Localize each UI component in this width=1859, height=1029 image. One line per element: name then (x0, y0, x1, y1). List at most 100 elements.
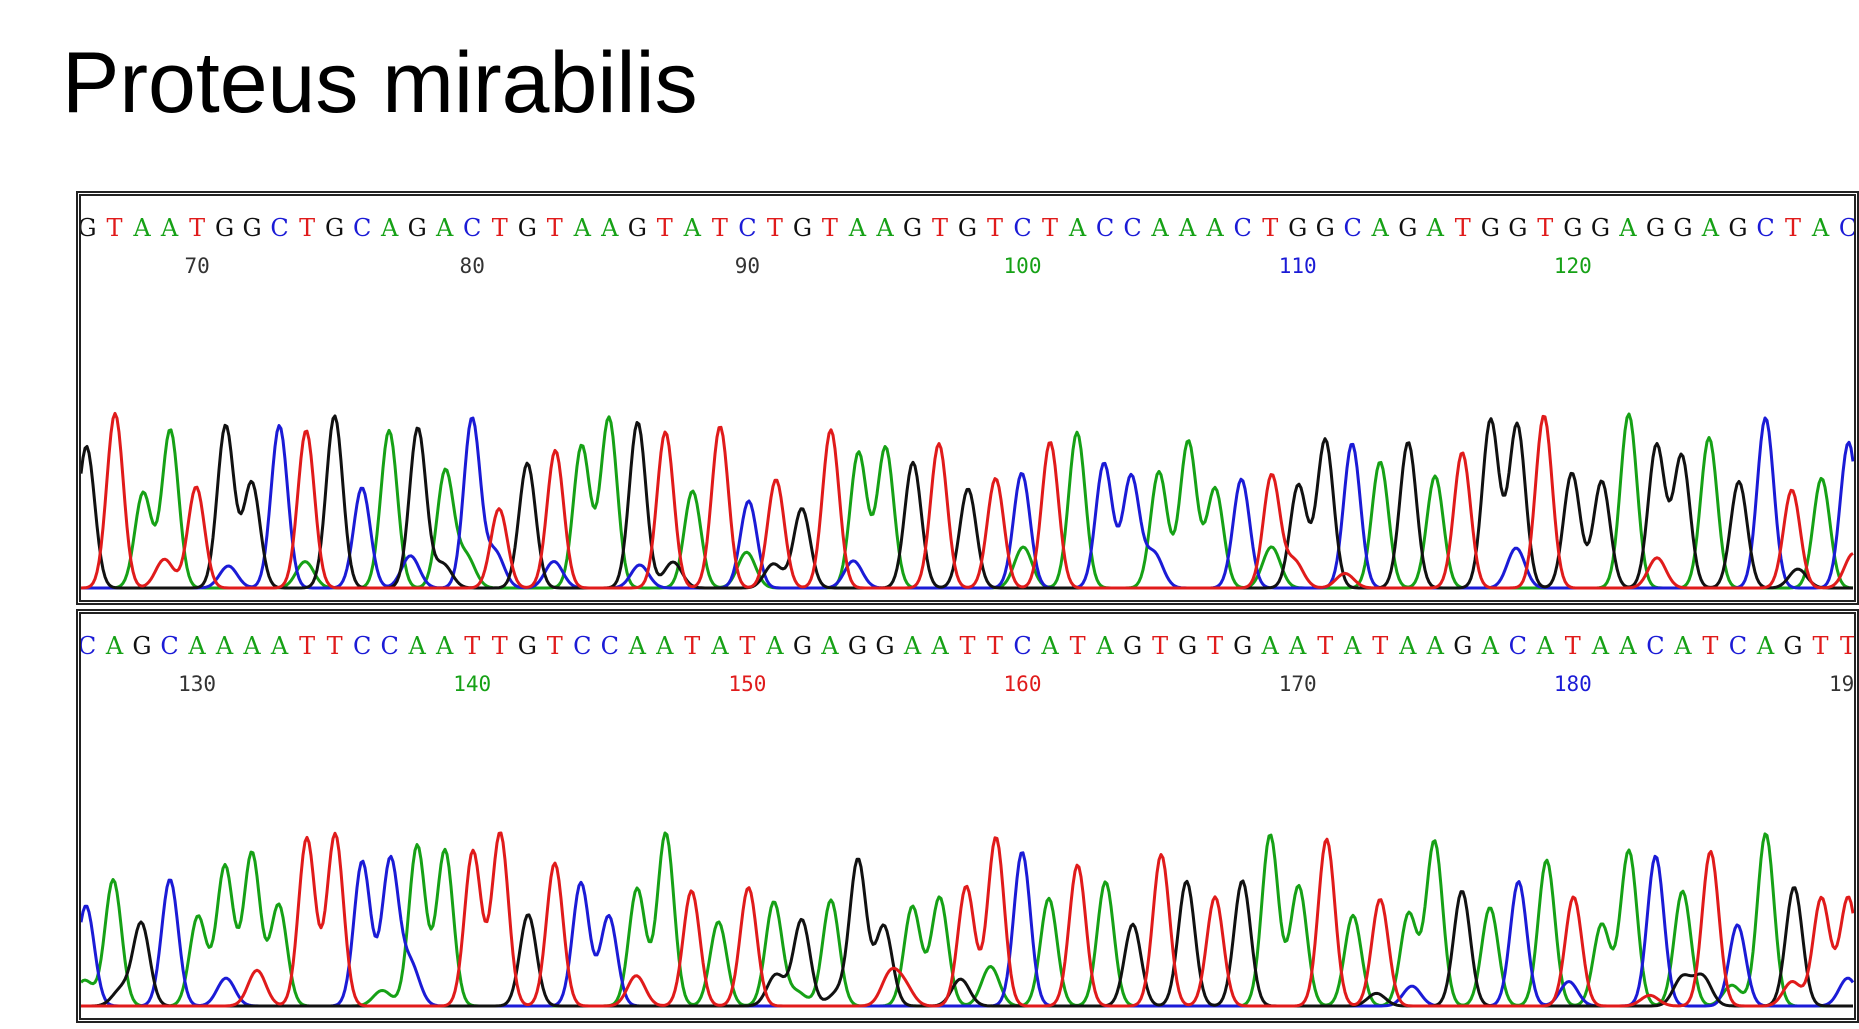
position-label: 130 (178, 672, 216, 696)
base-call-C: C (1344, 214, 1362, 242)
base-call-A: A (1288, 632, 1307, 660)
base-call-T: T (1317, 632, 1333, 660)
base-call-A: A (132, 214, 151, 242)
base-call-T: T (106, 214, 122, 242)
trace-C (81, 416, 1854, 590)
chromatogram-svg-1: GTAATGGCTGCAGACTGTAAGTATCTGTAAGTGTCTACCA… (81, 214, 1854, 590)
base-call-G: G (793, 632, 812, 660)
trace-A (81, 831, 1853, 1008)
base-call-A: A (1068, 214, 1087, 242)
base-call-T: T (1840, 632, 1854, 660)
base-call-A: A (1426, 632, 1445, 660)
position-label: 100 (1004, 254, 1042, 278)
base-call-A: A (1040, 632, 1059, 660)
base-call-A: A (1343, 632, 1362, 660)
base-call-G: G (81, 214, 97, 242)
trace-T (81, 831, 1854, 1008)
base-call-T: T (1565, 632, 1581, 660)
base-call-A: A (600, 214, 619, 242)
base-call-C: C (463, 214, 481, 242)
base-call-A: A (1618, 632, 1637, 660)
base-call-G: G (518, 632, 537, 660)
base-call-T: T (987, 214, 1003, 242)
base-call-G: G (1673, 214, 1692, 242)
base-call-T: T (1262, 214, 1278, 242)
base-call-T: T (1372, 632, 1388, 660)
position-label: 180 (1554, 672, 1592, 696)
base-call-G: G (1508, 214, 1527, 242)
base-call-G: G (1178, 632, 1197, 660)
trace-A (81, 412, 1854, 590)
base-call-G: G (903, 214, 922, 242)
base-call-T: T (767, 214, 783, 242)
base-call-A: A (435, 214, 454, 242)
base-call-C: C (1756, 214, 1774, 242)
base-call-T: T (684, 632, 700, 660)
base-call-A: A (1673, 632, 1692, 660)
base-call-C: C (1013, 214, 1031, 242)
base-call-A: A (1756, 632, 1775, 660)
base-call-G: G (628, 214, 647, 242)
base-call-A: A (1261, 632, 1280, 660)
base-call-T: T (547, 214, 563, 242)
base-call-T: T (299, 632, 315, 660)
base-call-T: T (932, 214, 948, 242)
base-call-G: G (132, 632, 151, 660)
base-call-G: G (1233, 632, 1252, 660)
base-call-T: T (1812, 632, 1828, 660)
base-call-A: A (408, 632, 427, 660)
base-call-C: C (573, 632, 591, 660)
base-call-T: T (547, 632, 563, 660)
chromatogram-svg-2: CAGCAAAATTCCAATTGTCCAATATAGAGGAATTCATAGT… (81, 632, 1854, 1008)
base-call-A: A (820, 632, 839, 660)
base-call-G: G (1783, 632, 1802, 660)
base-call-A: A (1205, 214, 1224, 242)
base-call-T: T (987, 632, 1003, 660)
base-calls: GTAATGGCTGCAGACTGTAAGTATCTGTAAGTGTCTACCA… (81, 214, 1854, 242)
base-call-G: G (1453, 632, 1472, 660)
base-call-A: A (105, 632, 124, 660)
base-call-G: G (518, 214, 537, 242)
base-call-A: A (1591, 632, 1610, 660)
position-label: 70 (184, 254, 209, 278)
position-label: 110 (1279, 254, 1317, 278)
base-call-G: G (1646, 214, 1665, 242)
base-call-A: A (1811, 214, 1830, 242)
position-label: 140 (453, 672, 491, 696)
base-call-A: A (242, 632, 261, 660)
base-call-G: G (875, 632, 894, 660)
base-call-T: T (822, 214, 838, 242)
base-calls: CAGCAAAATTCCAATTGTCCAATATAGAGGAATTCATAGT… (81, 632, 1854, 660)
base-call-T: T (1455, 214, 1471, 242)
base-call-G: G (408, 214, 427, 242)
base-call-A: A (1701, 214, 1720, 242)
position-label: 190 (1829, 672, 1854, 696)
base-call-C: C (160, 632, 178, 660)
position-labels: 130 140 150 160 170 180 190 (178, 672, 1854, 696)
chromatogram-panel-2: CAGCAAAATTCCAATTGTCCAATATAGAGGAATTCATAGT… (76, 609, 1859, 1023)
trace-C (81, 851, 1854, 1008)
base-call-C: C (1509, 632, 1527, 660)
base-call-A: A (655, 632, 674, 660)
position-label: 170 (1279, 672, 1317, 696)
base-call-C: C (1729, 632, 1747, 660)
base-call-C: C (1123, 214, 1141, 242)
base-call-T: T (1042, 214, 1058, 242)
base-call-T: T (492, 632, 508, 660)
base-call-C: C (1096, 214, 1114, 242)
base-call-T: T (327, 632, 343, 660)
base-call-G: G (325, 214, 344, 242)
base-call-A: A (1618, 214, 1637, 242)
base-call-G: G (1591, 214, 1610, 242)
base-call-A: A (435, 632, 454, 660)
base-call-A: A (848, 214, 867, 242)
base-call-T: T (1537, 214, 1553, 242)
position-label: 80 (460, 254, 485, 278)
base-call-A: A (903, 632, 922, 660)
base-call-A: A (1536, 632, 1555, 660)
base-call-G: G (1398, 214, 1417, 242)
trace-T (81, 411, 1854, 590)
base-call-A: A (573, 214, 592, 242)
base-call-A: A (160, 214, 179, 242)
base-call-C: C (381, 632, 399, 660)
